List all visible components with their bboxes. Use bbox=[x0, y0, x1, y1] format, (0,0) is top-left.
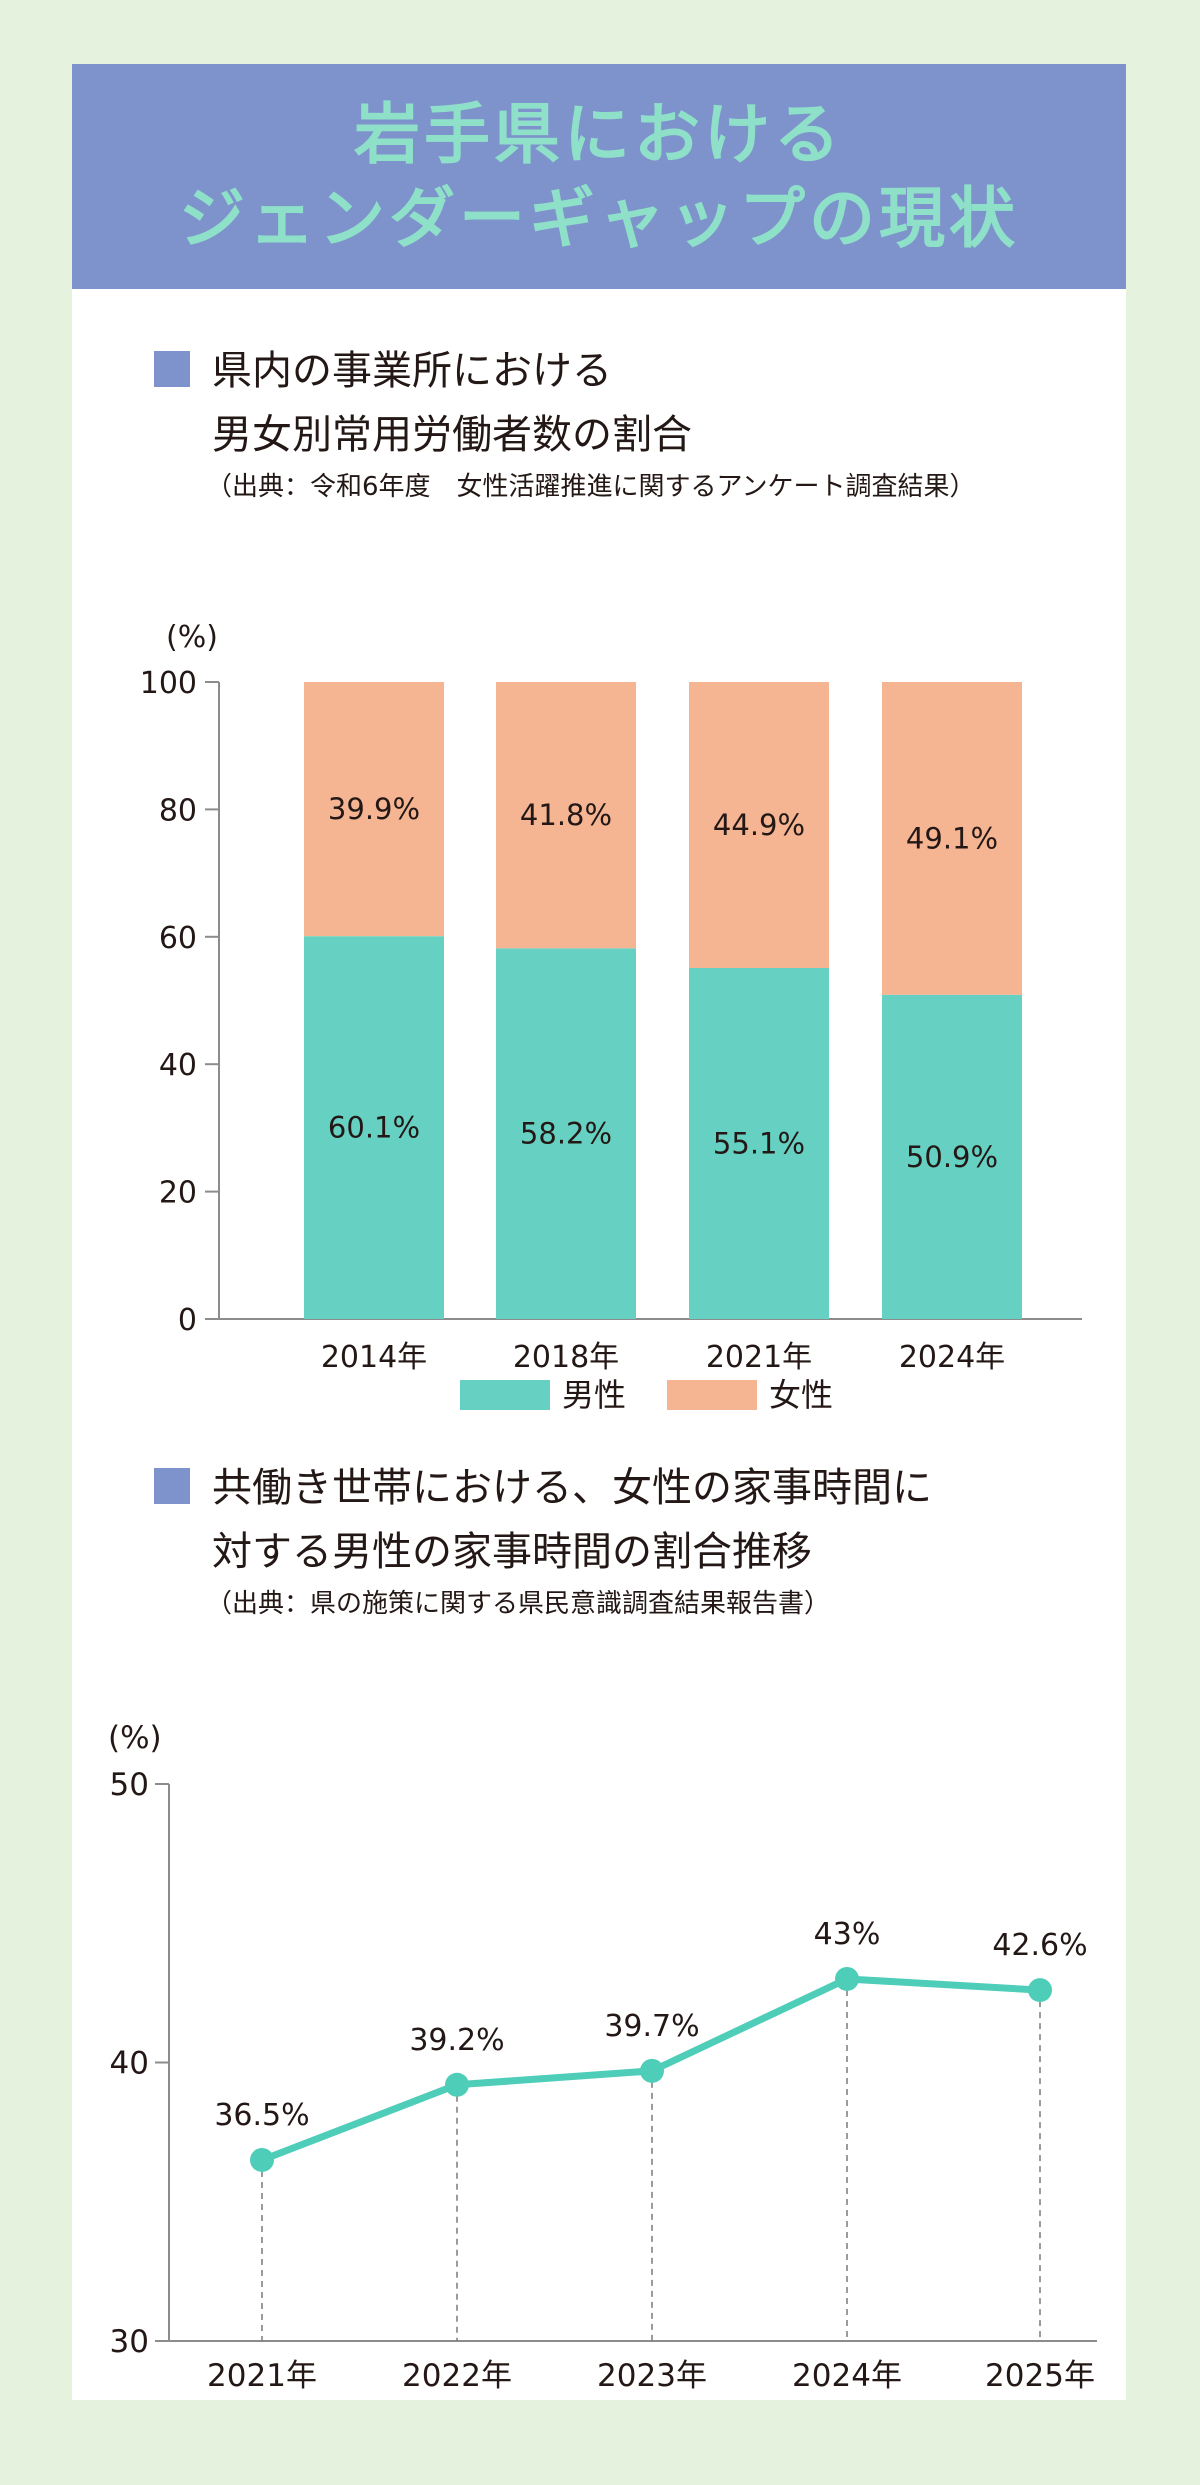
section1-title-line2: 男女別常用労働者数の割合 bbox=[212, 412, 692, 458]
x-tick-label: 2024年 bbox=[899, 1340, 1005, 1375]
bar-male-segment bbox=[689, 968, 829, 1319]
y-axis-unit-label: (%) bbox=[166, 620, 218, 655]
bar-male-value-label: 58.2% bbox=[520, 1117, 612, 1151]
data-point bbox=[640, 2058, 664, 2083]
section1-square-marker bbox=[154, 351, 190, 387]
data-point-label: 39.2% bbox=[409, 2023, 504, 2058]
legend-female-label: 女性 bbox=[769, 1376, 833, 1414]
y-tick-label: 30 bbox=[110, 2324, 149, 2360]
y-tick-label: 40 bbox=[110, 2046, 149, 2082]
x-tick-label: 2014年 bbox=[321, 1340, 427, 1375]
infographic-card: 岩手県における ジェンダーギャップの現状 県内の事業所における 男女別常用労働者… bbox=[72, 64, 1126, 2400]
x-tick-label: 2021年 bbox=[706, 1340, 812, 1375]
x-tick-label: 2023年 bbox=[597, 2358, 707, 2394]
y-axis-unit-label: (%) bbox=[108, 1720, 162, 1756]
bar-male-segment bbox=[882, 994, 1022, 1319]
data-point-label: 36.5% bbox=[214, 2098, 309, 2133]
bar-male-value-label: 55.1% bbox=[713, 1127, 805, 1161]
section1-source: （出典：令和6年度 女性活躍推進に関するアンケート調査結果） bbox=[206, 472, 976, 502]
x-tick-label: 2025年 bbox=[985, 2358, 1095, 2394]
banner-title-line2: ジェンダーギャップの現状 bbox=[179, 179, 1019, 257]
data-point bbox=[835, 1966, 859, 1991]
bar-female-segment bbox=[689, 682, 829, 969]
x-tick-label: 2024年 bbox=[792, 2358, 902, 2394]
x-tick-label: 2022年 bbox=[402, 2358, 512, 2394]
bar-male-segment bbox=[496, 948, 636, 1319]
data-point-label: 39.7% bbox=[604, 2009, 699, 2044]
y-tick-label: 80 bbox=[159, 793, 197, 828]
y-tick-label: 40 bbox=[159, 1048, 197, 1083]
section2-title-line1: 共働き世帯における、女性の家事時間に bbox=[212, 1465, 932, 1511]
y-tick-label: 50 bbox=[110, 1767, 149, 1803]
x-tick-label: 2018年 bbox=[513, 1340, 619, 1375]
y-tick-label: 60 bbox=[159, 921, 197, 956]
section2-heading: 共働き世帯における、女性の家事時間に 対する男性の家事時間の割合推移 （出典：県… bbox=[154, 1456, 932, 1624]
y-tick-label: 0 bbox=[178, 1303, 197, 1338]
section2-source: （出典：県の施策に関する県民意識調査結果報告書） bbox=[206, 1589, 831, 1619]
bar-male-value-label: 60.1% bbox=[328, 1111, 420, 1145]
bar-female-segment bbox=[496, 682, 636, 949]
bar-female-segment bbox=[882, 682, 1022, 995]
data-point-label: 43% bbox=[814, 1917, 881, 1952]
section1-heading: 県内の事業所における 男女別常用労働者数の割合 （出典：令和6年度 女性活躍推進… bbox=[154, 339, 976, 507]
data-point bbox=[445, 2072, 469, 2097]
x-tick-label: 2021年 bbox=[207, 2358, 317, 2394]
title-banner: 岩手県における ジェンダーギャップの現状 bbox=[72, 64, 1126, 289]
data-point bbox=[250, 2147, 274, 2172]
section1-title-line1: 県内の事業所における bbox=[212, 348, 612, 394]
section2-square-marker bbox=[154, 1468, 190, 1504]
stacked-bar-chart: (%) 0 20 40 60 80 100 60.1% 39.9% 2014年 58.2% 41.8%… bbox=[140, 620, 1082, 1414]
bar-male-value-label: 50.9% bbox=[906, 1140, 998, 1174]
bar-female-value-label: 49.1% bbox=[906, 821, 998, 855]
legend-male-label: 男性 bbox=[562, 1376, 626, 1414]
line-chart: (%) 30 40 50 36.5% 2021年 39.2% 2022年 39.7% 2023年 4… bbox=[108, 1720, 1097, 2394]
banner-title-line1: 岩手県における bbox=[354, 95, 844, 173]
bar-female-segment bbox=[304, 682, 444, 937]
data-point bbox=[1028, 1978, 1052, 2003]
y-tick-label: 20 bbox=[159, 1176, 197, 1211]
legend-male-swatch bbox=[460, 1380, 550, 1410]
bar-female-value-label: 39.9% bbox=[328, 792, 420, 826]
bar-male-segment bbox=[304, 936, 444, 1319]
y-tick-label: 100 bbox=[140, 666, 197, 701]
bar-female-value-label: 44.9% bbox=[713, 808, 805, 842]
section2-title-line2: 対する男性の家事時間の割合推移 bbox=[212, 1529, 812, 1575]
bar-female-value-label: 41.8% bbox=[520, 798, 612, 832]
legend-female-swatch bbox=[667, 1380, 757, 1410]
data-point-label: 42.6% bbox=[992, 1928, 1087, 1963]
